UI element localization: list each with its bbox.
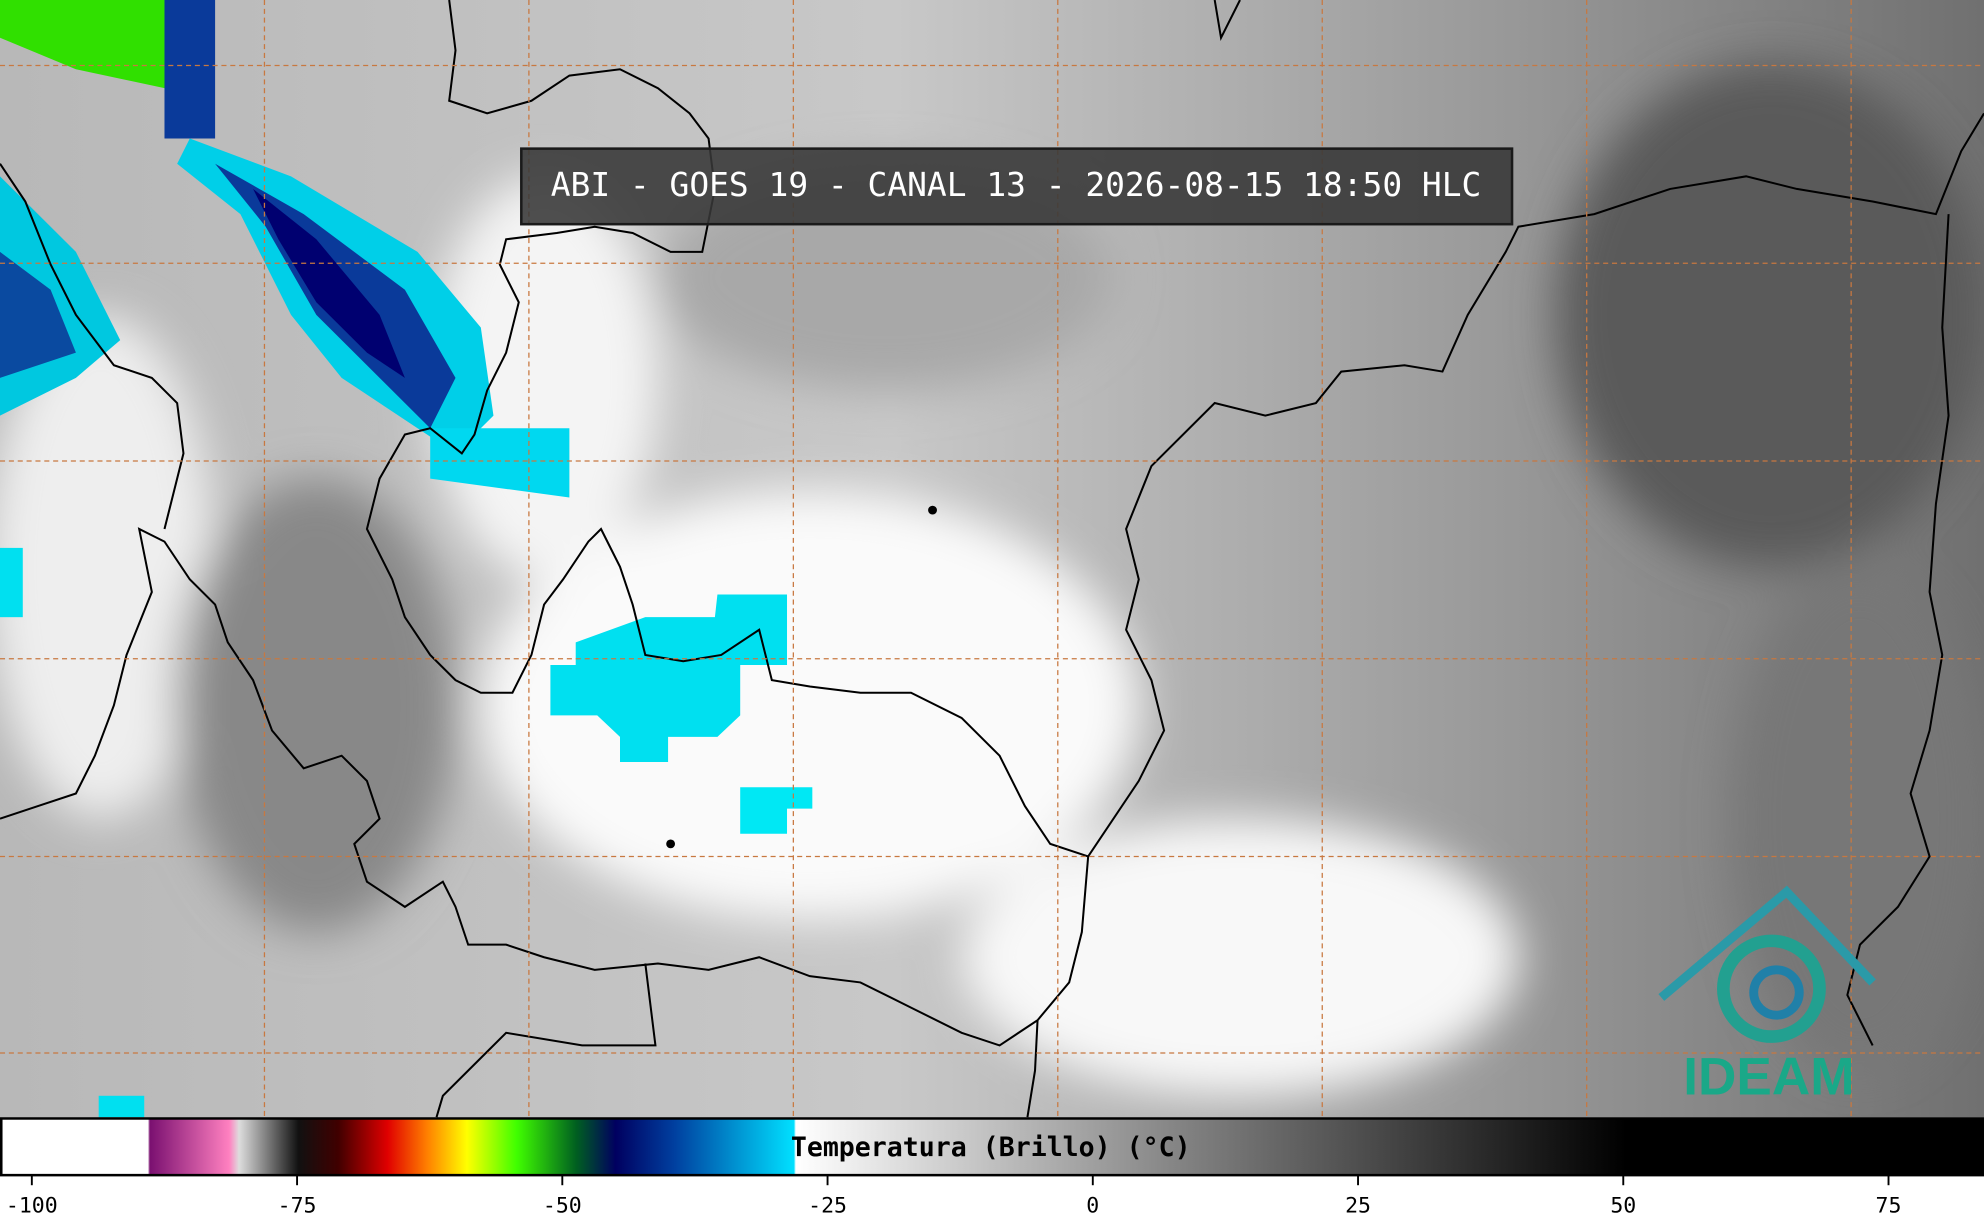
title-box	[520, 147, 1514, 226]
colorbar-tick-label: 0	[1086, 1194, 1099, 1219]
title: ABI - GOES 19 - CANAL 13 - 2026-08-15 18…	[551, 166, 1482, 204]
colorbar	[0, 1117, 1984, 1177]
colorbar-label: Temperatura (Brillo) (°C)	[791, 1132, 1191, 1163]
colorbar-tick-label: -100	[6, 1194, 58, 1219]
city-marker	[666, 839, 676, 849]
colorbar-tick-label: 50	[1610, 1194, 1636, 1219]
colorbar-tick-label: -75	[278, 1194, 317, 1219]
colorbar-tick-label: -25	[808, 1194, 847, 1219]
colorbar-tick-label: 75	[1876, 1194, 1902, 1219]
city-marker	[928, 505, 937, 515]
logo: IDEAM	[1658, 885, 1876, 1107]
colorbar-tick-label: 25	[1345, 1194, 1371, 1219]
logo-text: IDEAM	[1683, 1048, 1854, 1107]
colorbar-tick-label: -50	[543, 1194, 582, 1219]
borders	[0, 0, 1984, 1118]
